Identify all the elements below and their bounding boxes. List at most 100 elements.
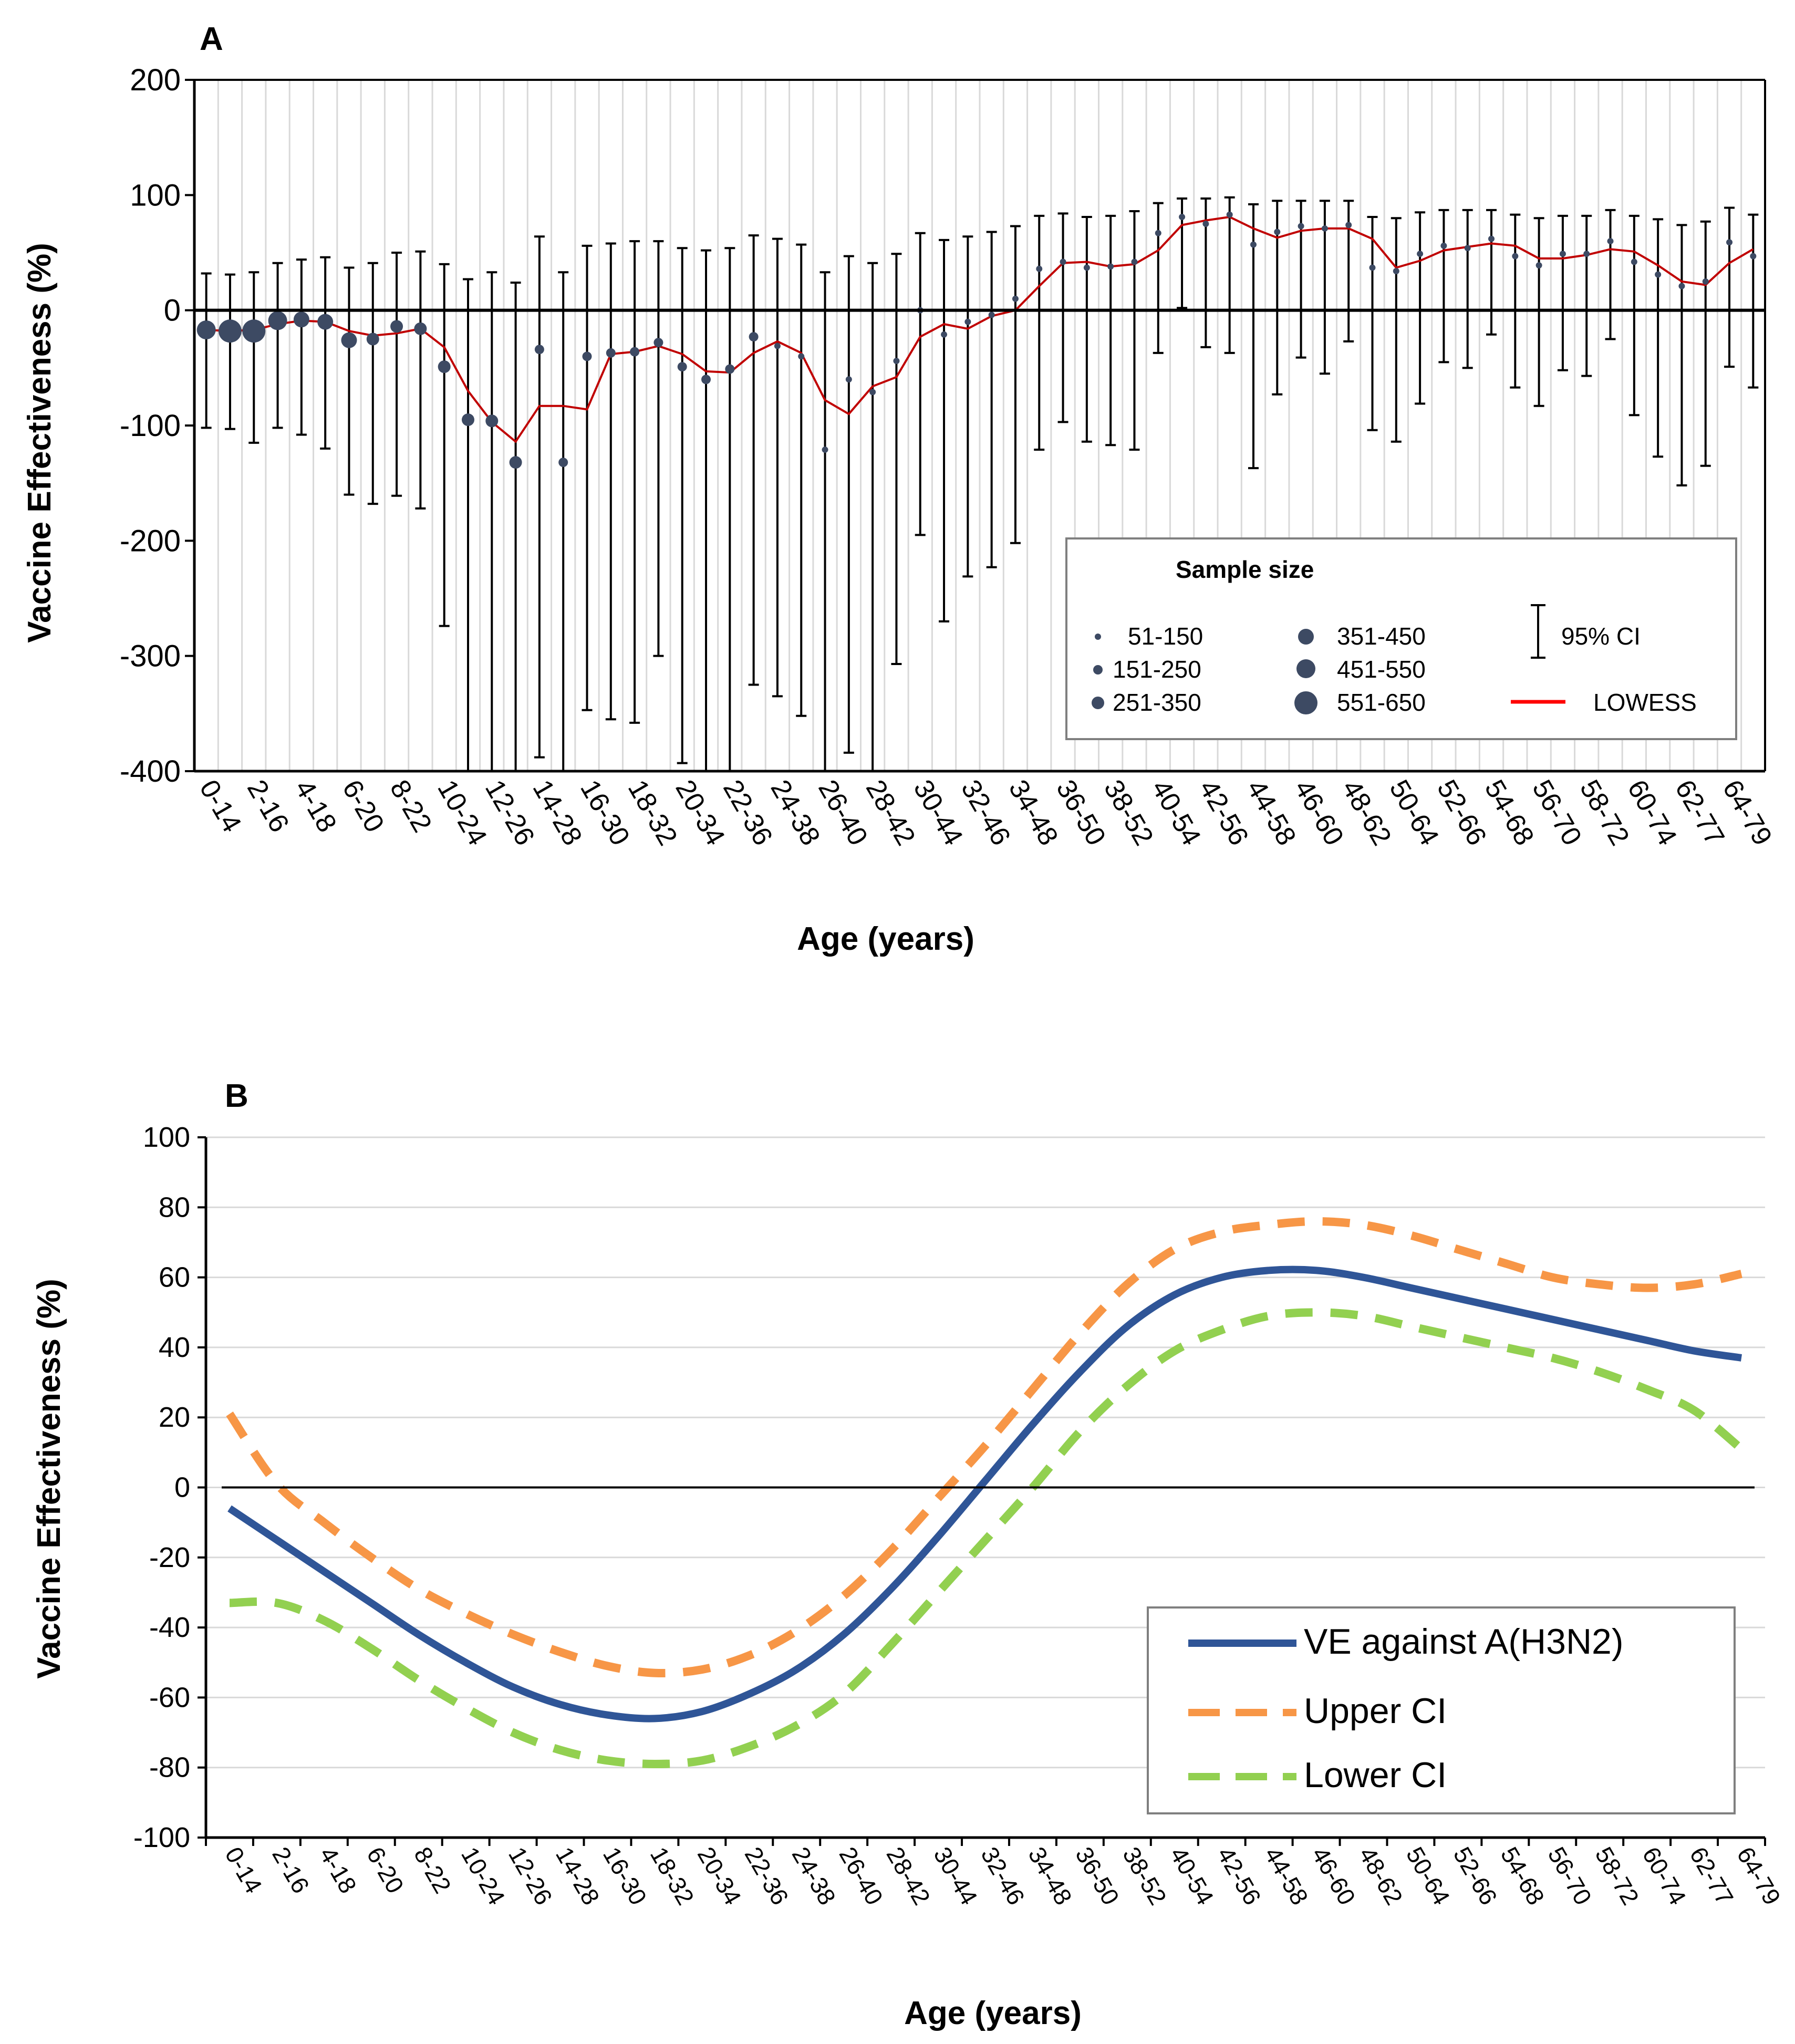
- y-tick-label-b: 0: [174, 1472, 190, 1503]
- legend-size-51-150: 51-150: [1128, 622, 1203, 650]
- legend-marker-251-350: [1092, 697, 1104, 709]
- y-tick-label-b: 40: [159, 1332, 190, 1363]
- point-62-77: [1678, 283, 1685, 289]
- ci-bar-38-52: [1105, 214, 1116, 447]
- ci-bar-9-23: [415, 250, 426, 510]
- x-tick-label-a: 6-20: [336, 775, 390, 837]
- point-51-65: [1417, 251, 1424, 257]
- series-line-upper-ci: [226, 1217, 1742, 1678]
- ci-bar-23-37: [748, 234, 759, 686]
- point-48-62: [1345, 222, 1352, 229]
- legend-upper-ci-label: Upper CI: [1304, 1691, 1447, 1731]
- series-line-ve: [227, 1265, 1742, 1723]
- x-tick-label-b: 18-32: [645, 1842, 700, 1910]
- ci-bar-18-32: [629, 240, 640, 724]
- x-tick-label-a: 24-38: [765, 775, 826, 850]
- point-2-16: [242, 319, 266, 343]
- ci-bar-10-24: [439, 263, 450, 627]
- x-tick-label-b: 0-14: [220, 1842, 267, 1898]
- point-37-51: [1083, 264, 1090, 271]
- x-tick-label-b: 6-20: [361, 1842, 409, 1898]
- point-57-71: [1559, 251, 1566, 257]
- panel-a-legend: Sample size 51-150 151-250 251-350 351-4…: [1065, 537, 1737, 740]
- x-tick-label-a: 22-36: [717, 775, 779, 850]
- ci-bar-60-74: [1628, 214, 1640, 417]
- x-tick-label-a: 26-40: [812, 775, 874, 850]
- point-24-38: [774, 343, 781, 349]
- legend-marker-551-650: [1294, 691, 1317, 714]
- point-23-37: [749, 332, 759, 342]
- legend-size-251-350: 251-350: [1113, 689, 1201, 716]
- x-tick-label-b: 2-16: [267, 1842, 315, 1898]
- x-tick-label-b: 34-48: [1023, 1842, 1077, 1910]
- y-tick-label-b: -40: [149, 1612, 190, 1643]
- ci-bar-58-72: [1581, 214, 1592, 377]
- ci-bar-8-22: [391, 252, 402, 497]
- legend-size-151-250: 151-250: [1113, 656, 1201, 683]
- point-8-22: [390, 320, 403, 333]
- legend-ci-symbol: [1531, 604, 1545, 659]
- x-tick-label-a: 42-56: [1193, 775, 1254, 850]
- point-56-70: [1535, 262, 1542, 269]
- point-44-58: [1250, 241, 1257, 248]
- point-35-49: [1036, 265, 1043, 272]
- point-14-28: [534, 345, 544, 355]
- legend-size-451-550: 451-550: [1337, 656, 1426, 683]
- ci-bar-37-51: [1081, 216, 1092, 443]
- ci-bar-63-78: [1700, 220, 1711, 467]
- x-tick-label-a: 60-74: [1621, 775, 1683, 850]
- x-tick-label-b: 28-42: [881, 1842, 936, 1910]
- ci-bar-50-64: [1391, 217, 1402, 443]
- ci-bar-29-43: [891, 253, 902, 666]
- x-tick-label-b: 58-72: [1590, 1842, 1645, 1910]
- point-41-55: [1179, 214, 1186, 221]
- x-tick-label-a: 2-16: [241, 775, 295, 837]
- point-40-54: [1155, 230, 1161, 236]
- x-tick-label-b: 60-74: [1637, 1842, 1692, 1910]
- y-tick-label-b: 100: [143, 1122, 190, 1153]
- x-tick-label-b: 30-44: [928, 1842, 983, 1910]
- x-tick-label-b: 48-62: [1354, 1842, 1408, 1910]
- ci-bar-62-77: [1676, 224, 1687, 487]
- x-tick-label-a: 14-28: [527, 775, 588, 850]
- x-tick-label-b: 32-46: [976, 1842, 1030, 1910]
- x-tick-label-b: 62-77: [1684, 1842, 1739, 1910]
- x-tick-label-b: 52-66: [1448, 1842, 1503, 1910]
- point-59-73: [1607, 238, 1614, 245]
- legend-size-351-450: 351-450: [1337, 622, 1426, 650]
- ci-bar-54-68: [1486, 209, 1497, 336]
- point-43-57: [1226, 211, 1233, 218]
- panel-b-legend: VE against A(H3N2) Upper CI Lower CI: [1147, 1606, 1736, 1814]
- ci-bar-44-58: [1248, 203, 1259, 470]
- ci-bar-3-17: [272, 262, 283, 429]
- y-tick-label-a: 100: [130, 178, 181, 212]
- x-tick-label-a: 4-18: [288, 775, 342, 837]
- y-tick-label-a: 0: [164, 294, 181, 328]
- y-tick-label-a: -200: [120, 524, 181, 558]
- y-tick-label-a: 200: [130, 63, 181, 97]
- point-45-59: [1274, 229, 1281, 235]
- x-tick-label-a: 32-46: [955, 775, 1016, 850]
- ci-bar-17-31: [605, 242, 616, 721]
- legend-marker-451-550: [1296, 659, 1315, 678]
- ci-bar-6-20: [344, 266, 355, 496]
- ci-bar-4-18: [296, 258, 307, 436]
- ci-bar-36-50: [1057, 212, 1068, 423]
- ci-bar-55-69: [1510, 213, 1521, 389]
- panel-a-x-axis-title: Age (years): [797, 921, 974, 957]
- x-tick-label-b: 24-38: [787, 1842, 842, 1910]
- point-19-33: [653, 338, 663, 348]
- x-tick-label-b: 50-64: [1401, 1842, 1456, 1910]
- x-tick-label-a: 12-26: [479, 775, 541, 850]
- x-tick-label-b: 16-30: [598, 1842, 652, 1910]
- y-tick-label-b: 80: [159, 1191, 190, 1223]
- y-tick-label-b: 60: [159, 1262, 190, 1293]
- ci-bar-19-33: [653, 240, 664, 657]
- point-65-80: [1750, 253, 1757, 260]
- panel-a-y-axis-title: Vaccine Effectiveness (%): [22, 243, 58, 643]
- panel-a-x-tick-labels: 0-142-164-186-208-2210-2412-2614-2816-30…: [193, 775, 1778, 850]
- ci-bar-22-36: [724, 247, 735, 771]
- ci-bar-21-35: [701, 249, 712, 771]
- legend-size-551-650: 551-650: [1337, 689, 1426, 716]
